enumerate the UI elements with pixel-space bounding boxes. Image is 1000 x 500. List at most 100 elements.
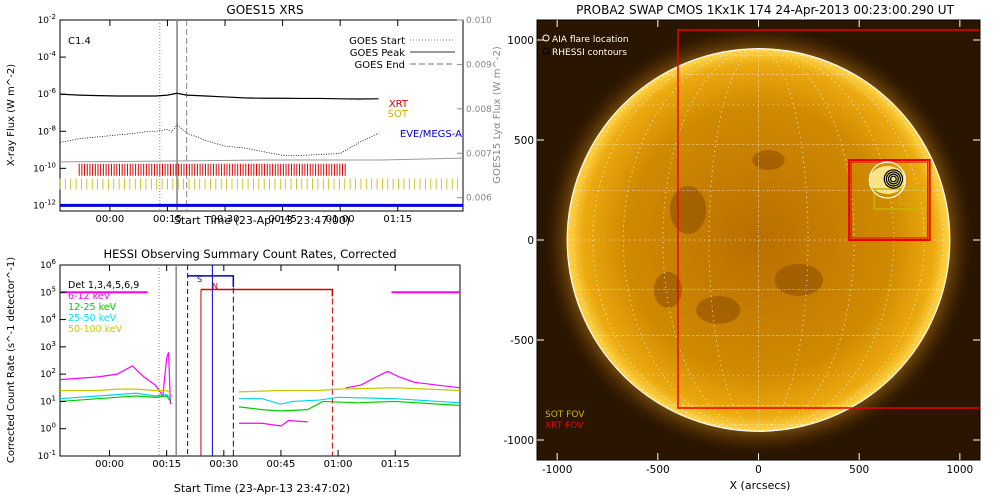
- xrt-label: XRT: [389, 99, 409, 110]
- swap-x-tick-label: -500: [646, 464, 670, 476]
- legend-aia-symbol: [542, 34, 550, 42]
- hessi-panel: HESSI Observing Summary Count Rates, Cor…: [6, 247, 461, 495]
- goes-y2-tick-label: 0.010: [466, 16, 492, 26]
- swap-x-tick-label: -1000: [542, 464, 573, 476]
- legend-goes-end: GOES End: [355, 60, 405, 71]
- xrt-fov-label: XRT FOV: [545, 421, 584, 431]
- coronal-hole: [696, 296, 741, 324]
- goes-panel: GOES15 XRS 10-2 10-4 10-6 10-8 10-10 10-12 0.…: [6, 3, 503, 227]
- goes-y2-axis: 0.010 0.009 0.008 0.007 0.006: [457, 16, 492, 204]
- hessi-x-tick-label: 00:30: [209, 459, 238, 470]
- hessi-series-late-25-50: [239, 396, 461, 405]
- marker-n: N: [212, 282, 218, 291]
- hessi-series: [60, 388, 171, 394]
- hessi-series-late-50-100: [239, 387, 461, 393]
- goes-y2-tick-label: 0.008: [466, 105, 492, 115]
- hessi-y-tick-label: 100: [40, 422, 56, 435]
- goes-y2-tick-label: 0.009: [466, 60, 492, 70]
- xrt-fov-small: [848, 159, 931, 241]
- hessi-series-late-12-25: [238, 400, 461, 412]
- goes-x-tick-label: 00:00: [95, 214, 124, 225]
- hessi-legend-entry: Det 1,3,4,5,6,9: [68, 280, 139, 291]
- goes-x-tick-label: 01:00: [326, 214, 355, 225]
- swap-legend: AIA flare location RHESSI contours: [542, 34, 629, 58]
- goes-y2-tick-label: 0.006: [466, 194, 492, 204]
- swap-y-tick-label: 0: [527, 235, 534, 247]
- hessi-series-late-6-12: [239, 419, 308, 427]
- swap-x-tick-label: 0: [755, 464, 762, 476]
- coronal-hole: [653, 272, 682, 308]
- hessi-series: [59, 265, 461, 456]
- night-bar: [200, 288, 334, 297]
- swap-y-tick-label: 1000: [507, 35, 534, 47]
- goes-short-series: [59, 124, 379, 156]
- hessi-legend-entry: 50-100 keV: [68, 324, 123, 335]
- rhessi-contour: [887, 173, 899, 185]
- swap-y-tick-label: 500: [514, 135, 534, 147]
- legend-goes-peak: GOES Peak: [350, 48, 405, 59]
- swap-x-tick-label: 500: [849, 464, 869, 476]
- goes-long-series: [59, 92, 379, 100]
- saa-bar: [187, 275, 235, 287]
- goes-x-tick-label: 01:15: [383, 214, 412, 225]
- goes-title: GOES15 XRS: [226, 3, 303, 17]
- sot-fov-label: SOT FOV: [545, 410, 585, 420]
- goes-y-tick-label: 10-4: [38, 50, 57, 63]
- marker-s: S: [197, 275, 202, 284]
- sot-fov-box-inner: [898, 185, 921, 205]
- swap-title: PROBA2 SWAP CMOS 1Kx1K 174 24-Apr-2013 0…: [576, 3, 954, 17]
- goes-y-tick-label: 10-10: [33, 161, 56, 174]
- legend-goes-start: GOES Start: [349, 36, 405, 47]
- hessi-legend-entry: 6-12 keV: [68, 291, 111, 302]
- hessi-y-label: Corrected Count Rate (s^-1 detector^-1): [6, 257, 17, 463]
- legend-aia: AIA flare location: [552, 35, 629, 45]
- goes-y-tick-label: 10-2: [38, 13, 56, 26]
- swap-x-axis: -1000 -500 0 500 1000: [542, 20, 973, 476]
- hessi-y-tick-label: 106: [40, 258, 56, 271]
- hessi-x-tick-label: 01:15: [381, 459, 410, 470]
- goes-y-tick-label: 10-6: [38, 87, 57, 100]
- goes-x-tick-label: 00:45: [268, 214, 297, 225]
- goes-y-label: X-ray Flux (W m^-2): [6, 64, 17, 166]
- swap-x-tick-label: 1000: [946, 464, 973, 476]
- goes-x-axis: 00:00 00:15 00:30 00:45 01:00 01:15: [95, 20, 412, 225]
- goes-legend: GOES Start GOES Peak GOES End: [349, 36, 455, 71]
- hessi-series: [59, 352, 172, 405]
- swap-y-tick-label: -500: [510, 335, 534, 347]
- swap-panel: PROBA2 SWAP CMOS 1Kx1K 174 24-Apr-2013 0…: [503, 3, 981, 492]
- hessi-legend-entry: 25-50 keV: [68, 313, 117, 324]
- swap-y-tick-label: -1000: [503, 435, 534, 447]
- legend-rhessi: RHESSI contours: [552, 48, 627, 58]
- hessi-series: [59, 392, 171, 400]
- hessi-title: HESSI Observing Summary Count Rates, Cor…: [103, 247, 396, 261]
- goes-x-tick-label: 00:30: [211, 214, 240, 225]
- swap-image: [544, 25, 980, 455]
- hessi-x-axis: 00:00 00:15 00:30 00:45 01:00 01:15: [95, 265, 410, 470]
- goes-class-label: C1.4: [68, 36, 91, 47]
- goes-x-tick-label: 00:15: [153, 214, 182, 225]
- hessi-y-tick-label: 103: [40, 340, 56, 353]
- coronal-hole: [669, 186, 707, 234]
- hessi-legend-entry: 12-25 keV: [68, 302, 117, 313]
- goes-y2-tick-label: 0.007: [466, 149, 492, 159]
- hessi-y-tick-label: 104: [40, 313, 56, 326]
- goes-plot-frame: [59, 19, 464, 212]
- rhessi-contour: [890, 175, 897, 183]
- aia-flare-location: [868, 161, 906, 199]
- goes-y-tick-label: 10-8: [38, 124, 56, 137]
- hessi-y-tick-label: 105: [40, 285, 56, 298]
- goes-x-label: Start Time (23-Apr-13 23:47:00): [174, 214, 350, 227]
- longitude-line: [573, 48, 944, 432]
- hessi-y-tick-label: 102: [40, 367, 56, 380]
- sot-label: SOT: [388, 109, 409, 120]
- goes-series: [59, 20, 464, 211]
- swap-x-label: X (arcsecs): [730, 479, 791, 492]
- hessi-x-label: Start Time (23-Apr-13 23:47:02): [174, 482, 350, 495]
- goes-lyman-series: [59, 157, 464, 163]
- coronal-hole: [752, 150, 785, 170]
- swap-y-axis: 1000 500 0 -500 -1000: [503, 35, 980, 447]
- hessi-y-axis: 106 105 104 103 102 101 100 10-1: [38, 258, 66, 462]
- legend-rhessi-symbol: [542, 47, 550, 55]
